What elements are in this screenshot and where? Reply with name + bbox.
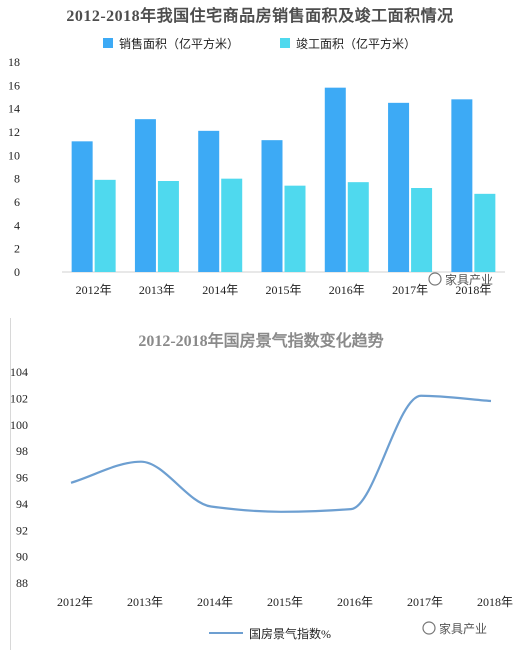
- y-tick-label: 96: [16, 471, 28, 485]
- x-tick-label: 2017年: [392, 283, 428, 297]
- y-tick-label: 94: [16, 497, 28, 511]
- y-tick-label: 18: [8, 55, 20, 69]
- y-tick-label: 0: [14, 265, 20, 279]
- bar-completion: [347, 182, 369, 272]
- x-tick-label: 2015年: [265, 283, 301, 297]
- wechat-icon: [422, 621, 436, 635]
- bar-sales: [324, 87, 346, 273]
- watermark-text: 家具产业: [439, 621, 487, 636]
- y-tick-label: 8: [14, 172, 20, 186]
- bar-completion: [474, 193, 496, 272]
- watermark-logo: 家具产业: [428, 272, 493, 287]
- x-tick-label: 2015年: [267, 595, 303, 609]
- y-tick-label: 4: [14, 218, 20, 232]
- line-chart-panel: 2012-2018年国房景气指数变化趋势 88 90 92 94 96 98 100 102 10…: [10, 318, 520, 650]
- bar-completion: [411, 188, 433, 272]
- x-tick-label: 2016年: [337, 595, 373, 609]
- x-tick-label: 2013年: [139, 283, 175, 297]
- bar-sales: [134, 119, 156, 273]
- bar-sales: [198, 130, 220, 272]
- bar-completion: [284, 185, 306, 272]
- chart-title: 2012-2018年国房景气指数变化趋势: [138, 331, 383, 350]
- legend-swatch-1: [280, 38, 290, 48]
- bar-sales: [71, 141, 93, 272]
- y-tick-label: 92: [16, 523, 28, 537]
- x-tick-label: 2018年: [477, 595, 513, 609]
- series-line-housing-index: [70, 394, 492, 513]
- bar-completion: [157, 181, 179, 272]
- legend-swatch-0: [103, 38, 113, 48]
- bar-sales: [451, 99, 473, 272]
- bar-completion: [94, 179, 116, 272]
- y-tick-label: 90: [16, 550, 28, 564]
- y-tick-label: 2: [14, 242, 20, 256]
- y-tick-label: 16: [8, 78, 20, 92]
- y-tick-label: 10: [8, 148, 20, 162]
- y-tick-label: 104: [11, 365, 28, 379]
- y-tick-label: 88: [16, 576, 28, 590]
- wechat-icon: [428, 272, 442, 286]
- chart-title: 2012-2018年我国住宅商品房销售面积及竣工面积情况: [66, 6, 453, 25]
- legend-label: 国房景气指数%: [249, 626, 331, 641]
- x-tick-label: 2016年: [329, 283, 365, 297]
- y-tick-label: 12: [8, 125, 20, 139]
- legend-label-1: 竣工面积（亿平方米）: [296, 36, 416, 51]
- bar-chart-panel: 2012-2018年我国住宅商品房销售面积及竣工面积情况销售面积（亿平方米） 竣工…: [0, 0, 520, 310]
- y-tick-label: 102: [11, 391, 28, 405]
- x-tick-label: 2012年: [57, 595, 93, 609]
- bar-sales: [388, 102, 410, 272]
- x-tick-label: 2014年: [197, 595, 233, 609]
- legend-label-0: 销售面积（亿平方米）: [119, 36, 239, 51]
- y-tick-label: 98: [16, 444, 28, 458]
- x-tick-label: 2012年: [76, 283, 112, 297]
- watermark-logo: 家具产业: [422, 621, 487, 636]
- housing-index-line-chart: 2012-2018年国房景气指数变化趋势 88 90 92 94 96 98 100 102 10…: [10, 331, 513, 641]
- x-tick-label: 2014年: [202, 283, 238, 297]
- x-tick-label: 2017年: [407, 595, 443, 609]
- y-tick-label: 100: [11, 418, 28, 432]
- bar-sales: [261, 140, 283, 272]
- y-tick-label: 6: [14, 195, 20, 209]
- x-tick-label: 2013年: [127, 595, 163, 609]
- x-tick-label: 2018年: [455, 283, 491, 297]
- watermark-text: 家具产业: [445, 272, 493, 287]
- bar-completion: [221, 178, 243, 272]
- y-tick-label: 14: [8, 102, 20, 116]
